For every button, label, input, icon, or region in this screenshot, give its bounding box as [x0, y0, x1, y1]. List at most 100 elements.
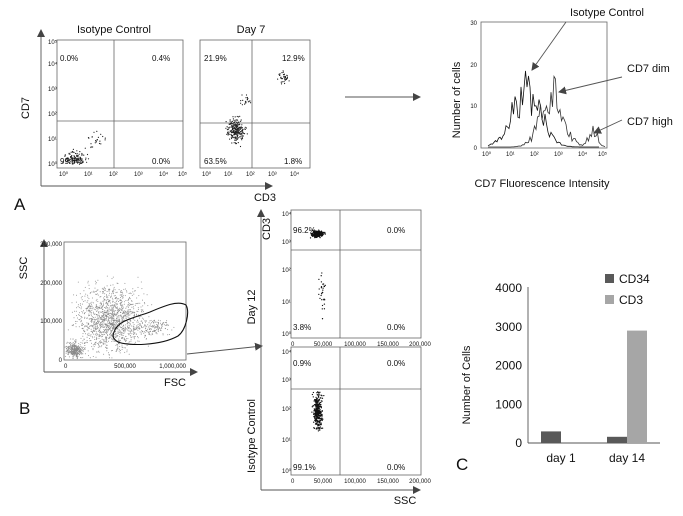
event-dot	[68, 356, 70, 358]
event-dot	[84, 317, 86, 319]
day12-row-label: Day 12	[246, 290, 258, 325]
event-dot	[105, 333, 107, 335]
event-dot	[114, 295, 116, 297]
event-dot	[62, 161, 64, 163]
event-dot	[114, 289, 116, 291]
event-dot	[115, 333, 117, 335]
event-dot	[317, 404, 320, 406]
event-dot	[314, 236, 316, 239]
event-dot	[79, 319, 80, 321]
event-dot	[76, 353, 78, 355]
event-dot	[311, 406, 313, 408]
event-dot	[122, 318, 124, 320]
event-dot	[100, 303, 102, 304]
event-dot	[105, 329, 107, 331]
event-dot	[121, 334, 123, 336]
event-dot	[102, 312, 104, 314]
event-dot	[71, 349, 73, 350]
event-dot	[143, 326, 145, 328]
event-dot	[102, 292, 104, 294]
event-dot	[75, 161, 77, 163]
event-dot	[95, 300, 97, 302]
event-dot	[88, 284, 90, 286]
event-dot	[76, 294, 77, 296]
event-dot	[132, 318, 134, 320]
event-dot	[103, 327, 105, 328]
event-dot	[79, 348, 81, 350]
event-dot	[86, 336, 88, 338]
event-dot	[113, 313, 115, 315]
event-dot	[313, 421, 315, 423]
event-dot	[239, 133, 241, 135]
event-dot	[116, 324, 118, 326]
isotype-pct-ll: 99.6%	[60, 157, 83, 166]
event-dot	[109, 315, 111, 317]
event-dot	[82, 351, 84, 353]
event-dot	[111, 357, 113, 359]
event-dot	[91, 301, 93, 303]
svg-text:150,000: 150,000	[377, 342, 399, 348]
svg-text:50,000: 50,000	[314, 342, 333, 348]
event-dot	[317, 391, 319, 393]
event-dot	[139, 324, 141, 326]
event-dot	[232, 130, 234, 133]
event-dot	[68, 162, 70, 164]
event-dot	[317, 430, 320, 432]
svg-text:1,000,000: 1,000,000	[159, 364, 186, 370]
event-dot	[79, 158, 81, 160]
event-dot	[98, 313, 100, 315]
event-dot	[160, 322, 161, 324]
event-dot	[143, 318, 144, 320]
event-dot	[135, 333, 137, 335]
event-dot	[104, 334, 106, 335]
event-dot	[76, 348, 78, 350]
event-dot	[133, 315, 135, 317]
event-dot	[91, 324, 93, 326]
event-dot	[115, 331, 116, 333]
event-dot	[120, 349, 121, 351]
event-dot	[99, 315, 101, 317]
event-dot	[142, 305, 144, 307]
event-dot	[120, 327, 122, 329]
event-dot	[121, 310, 123, 312]
event-dot	[99, 302, 101, 304]
event-dot	[108, 311, 110, 313]
event-dot	[87, 294, 89, 296]
event-dot	[94, 291, 96, 292]
event-dot	[314, 414, 316, 416]
event-dot	[105, 315, 107, 317]
event-dot	[130, 328, 132, 330]
event-dot	[73, 324, 74, 326]
event-dot	[91, 320, 93, 322]
event-dot	[127, 323, 128, 325]
event-dot	[89, 335, 91, 337]
event-dot	[278, 74, 281, 76]
event-dot	[316, 399, 318, 401]
event-dot	[126, 316, 128, 318]
event-dot	[137, 337, 139, 339]
fsc-ssc-scatter: SSC FSC 0 100,000 200,000 300,000 0 500,…	[18, 239, 198, 389]
event-dot	[117, 319, 119, 321]
event-dot	[104, 307, 106, 308]
event-dot	[77, 350, 79, 352]
event-dot	[111, 350, 112, 352]
event-dot	[79, 293, 81, 295]
svg-text:10⁴: 10⁴	[282, 211, 292, 218]
event-dot	[78, 347, 80, 349]
event-dot	[111, 311, 113, 313]
event-dot	[72, 347, 74, 349]
legend-swatch-cd3	[605, 295, 614, 304]
event-dot	[123, 315, 125, 317]
event-dot	[319, 232, 321, 235]
event-dot	[93, 333, 95, 335]
event-dot	[104, 314, 106, 316]
event-dot	[66, 342, 68, 344]
event-dot	[145, 321, 146, 323]
event-dot	[104, 296, 106, 298]
event-dot	[231, 131, 233, 133]
event-dot	[96, 324, 98, 326]
event-dot	[108, 313, 110, 315]
event-dot	[320, 422, 322, 424]
event-dot	[72, 157, 74, 159]
event-dot	[81, 154, 83, 156]
